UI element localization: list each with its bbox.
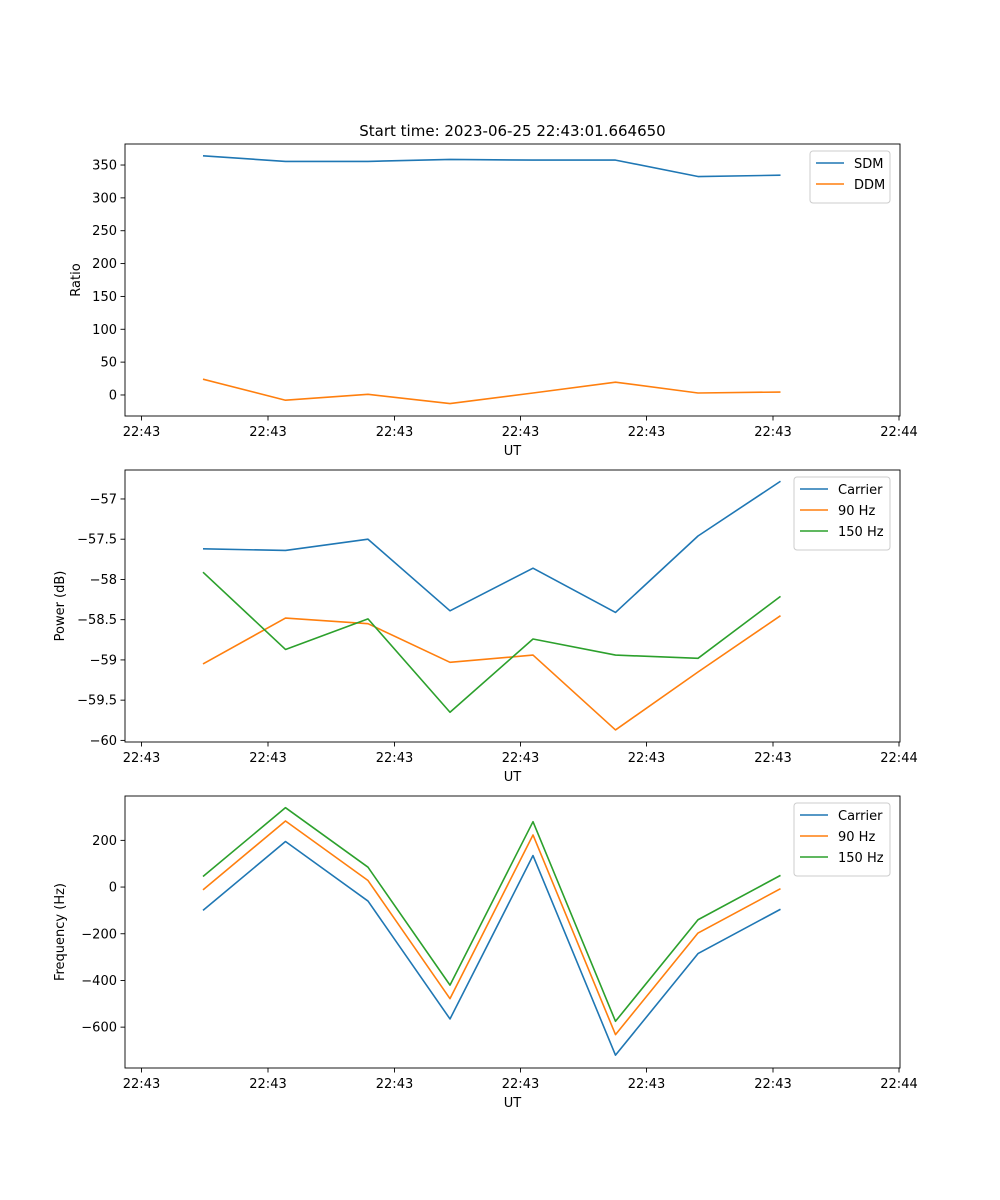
axes-layer: 22:43 22:43 22:43 22:43 22:43 22:43 22:44 0 50 10… bbox=[53, 143, 918, 1111]
legend-label: Carrier bbox=[838, 809, 883, 824]
y-tick-label: −400 bbox=[81, 974, 117, 989]
y-tick-label: −200 bbox=[81, 927, 117, 942]
series-line-carrier bbox=[202, 480, 781, 614]
series-line-150-hz bbox=[202, 571, 781, 714]
x-tick-label: 22:43 bbox=[754, 425, 791, 440]
y-tick-label: −57 bbox=[90, 492, 117, 507]
series-line-150-hz bbox=[202, 806, 781, 1023]
y-tick-label: −59 bbox=[90, 653, 117, 668]
axes-panel-2: 22:43 22:43 22:43 22:43 22:43 22:43 22:44 −57 −5… bbox=[53, 469, 918, 785]
x-tick-label: 22:43 bbox=[376, 1077, 413, 1092]
y-tick-label: 0 bbox=[109, 881, 117, 896]
y-tick-label: −58 bbox=[90, 573, 117, 588]
y-tick-label: 350 bbox=[92, 159, 117, 174]
x-tick-label: 22:44 bbox=[880, 751, 917, 766]
x-axis-label: UT bbox=[504, 770, 522, 785]
y-tick-label: 100 bbox=[92, 323, 117, 338]
y-axis-label: Ratio bbox=[69, 263, 84, 296]
y-tick-label: 300 bbox=[92, 191, 117, 206]
series-line-carrier bbox=[202, 840, 781, 1056]
x-tick-label: 22:43 bbox=[628, 751, 665, 766]
series-line-ddm bbox=[202, 378, 781, 405]
x-axis-label: UT bbox=[504, 444, 522, 459]
x-tick-label: 22:43 bbox=[249, 751, 286, 766]
figure-title: Start time: 2023-06-25 22:43:01.664650 bbox=[359, 122, 665, 140]
y-tick-label: 150 bbox=[92, 290, 117, 305]
series-line-sdm bbox=[202, 155, 781, 178]
y-tick-label: −60 bbox=[90, 734, 117, 749]
axes-frame bbox=[124, 469, 901, 743]
y-tick-label: −59.5 bbox=[77, 694, 117, 709]
legend-box bbox=[809, 150, 891, 204]
y-tick-label: 50 bbox=[100, 356, 117, 371]
legend-label: 150 Hz bbox=[838, 525, 884, 540]
series-line-90-hz bbox=[202, 820, 781, 1036]
y-axis-label: Frequency (Hz) bbox=[53, 883, 68, 981]
x-tick-label: 22:43 bbox=[123, 425, 160, 440]
y-tick-label: −58.5 bbox=[77, 613, 117, 628]
legend: Carrier 90 Hz 150 Hz bbox=[793, 802, 891, 877]
legend-label: DDM bbox=[854, 178, 885, 193]
y-tick-label: 200 bbox=[92, 834, 117, 849]
x-tick-label: 22:43 bbox=[376, 425, 413, 440]
x-tick-label: 22:43 bbox=[376, 751, 413, 766]
x-tick-label: 22:43 bbox=[123, 751, 160, 766]
x-tick-label: 22:43 bbox=[249, 1077, 286, 1092]
axes-panel-1: 22:43 22:43 22:43 22:43 22:43 22:43 22:44 0 50 10… bbox=[69, 143, 918, 459]
y-axis-label: Power (dB) bbox=[53, 571, 68, 642]
x-axis-label: UT bbox=[504, 1096, 522, 1111]
y-tick-label: 200 bbox=[92, 257, 117, 272]
legend-label: 150 Hz bbox=[838, 851, 884, 866]
series-line-90-hz bbox=[202, 614, 781, 731]
x-tick-label: 22:43 bbox=[249, 425, 286, 440]
x-tick-label: 22:43 bbox=[628, 425, 665, 440]
y-tick-label: −600 bbox=[81, 1021, 117, 1036]
x-tick-label: 22:44 bbox=[880, 1077, 917, 1092]
y-tick-label: −57.5 bbox=[77, 533, 117, 548]
x-tick-label: 22:43 bbox=[628, 1077, 665, 1092]
x-tick-label: 22:43 bbox=[502, 425, 539, 440]
x-tick-label: 22:43 bbox=[502, 1077, 539, 1092]
axes-frame bbox=[124, 795, 901, 1069]
y-tick-label: 250 bbox=[92, 224, 117, 239]
legend: Carrier 90 Hz 150 Hz bbox=[793, 476, 891, 551]
x-tick-label: 22:43 bbox=[123, 1077, 160, 1092]
axes-frame bbox=[124, 143, 901, 417]
legend-label: 90 Hz bbox=[838, 830, 875, 845]
y-tick-label: 0 bbox=[109, 388, 117, 403]
axes-panel-3: 22:43 22:43 22:43 22:43 22:43 22:43 22:44 200 0 −… bbox=[53, 795, 918, 1111]
legend-label: Carrier bbox=[838, 483, 883, 498]
legend-label: 90 Hz bbox=[838, 504, 875, 519]
x-tick-label: 22:43 bbox=[754, 1077, 791, 1092]
legend: SDM DDM bbox=[809, 150, 891, 204]
x-tick-label: 22:43 bbox=[754, 751, 791, 766]
x-tick-label: 22:44 bbox=[880, 425, 917, 440]
legend-label: SDM bbox=[854, 157, 883, 172]
x-tick-label: 22:43 bbox=[502, 751, 539, 766]
